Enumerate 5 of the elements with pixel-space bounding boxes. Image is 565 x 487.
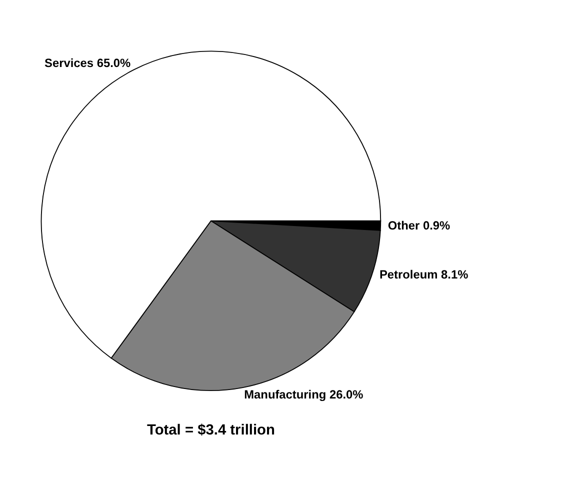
slice-label: Other 0.9% [388,218,451,233]
slice-label: Services 65.0% [44,56,131,70]
text: Total = $3.4 trillion [146,422,276,439]
slice-label: Manufacturing 26.0% [244,387,364,402]
slice-label: Petroleum 8.1% [379,268,469,282]
